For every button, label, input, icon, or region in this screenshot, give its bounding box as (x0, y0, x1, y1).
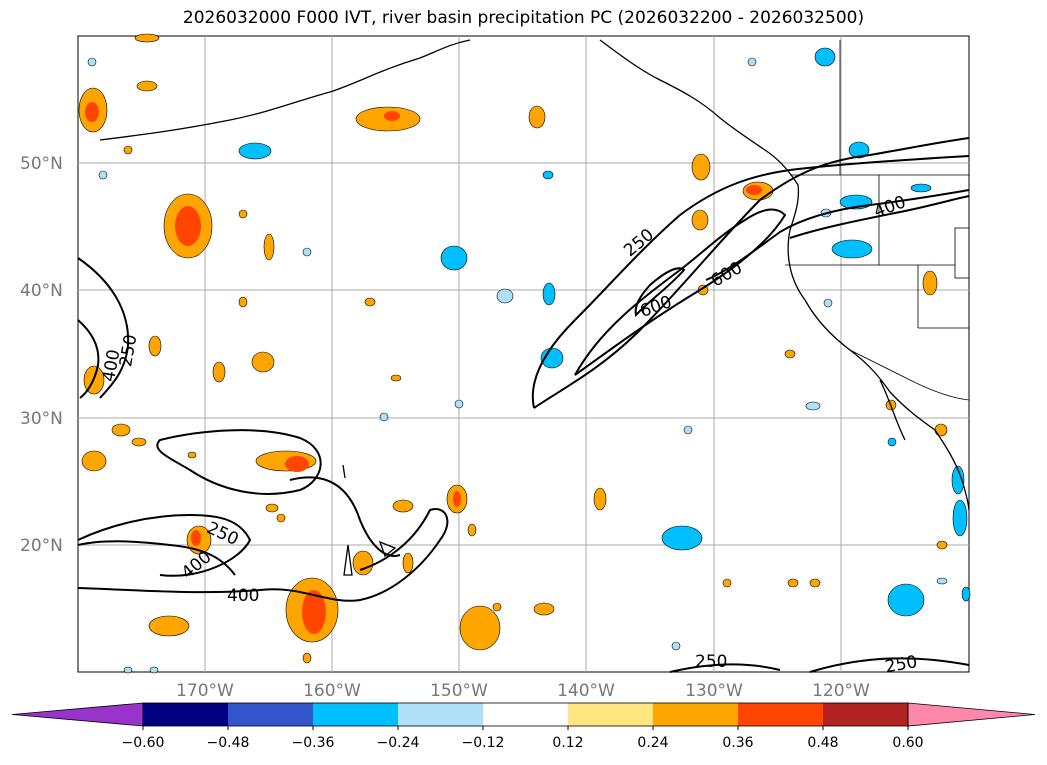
colorbar-swatch (823, 703, 908, 726)
colorbar-tick-label: 0.24 (637, 735, 668, 751)
lat-label-30n: 30°N (20, 409, 63, 429)
contour-label: 250 (883, 652, 918, 677)
contour-label: 400 (227, 586, 259, 606)
colorbar-tick-label: −0.12 (462, 735, 505, 751)
lon-label-130w: 130°W (685, 681, 743, 701)
colorbar-tick-label: 0.60 (892, 735, 923, 751)
colorbar-tick-label: 0.36 (722, 735, 753, 751)
colorbar: −0.60 −0.48 −0.36 −0.24 −0.12 0.12 0.24 0.36 0.4… (11, 702, 1036, 751)
lon-label-170w: 170°W (176, 681, 234, 701)
colorbar-swatch (228, 703, 313, 726)
colorbar-swatch (143, 703, 228, 726)
colorbar-swatch (398, 703, 483, 726)
latitude-labels: 50°N 40°N 30°N 20°N (20, 154, 63, 556)
colorbar-swatch (653, 703, 738, 726)
colorbar-tick-label: −0.48 (207, 735, 250, 751)
borders (785, 40, 970, 401)
colorbar-tick-label: −0.24 (377, 735, 420, 751)
coastlines (99, 39, 970, 576)
lat-label-40n: 40°N (20, 281, 63, 301)
lon-label-140w: 140°W (557, 681, 615, 701)
colorbar-tick-label: −0.60 (122, 735, 165, 751)
precip-positive-anomalies (78, 33, 948, 664)
lon-label-120w: 120°W (812, 681, 870, 701)
colorbar-swatch (568, 703, 653, 726)
colorbar-extend-high (907, 702, 1036, 727)
colorbar-extend-low (11, 702, 144, 727)
colorbar-tick-label: 0.48 (807, 735, 838, 751)
longitude-labels: 170°W 160°W 150°W 140°W 130°W 120°W (176, 681, 870, 701)
colorbar-swatch (483, 703, 568, 726)
map-title: 2026032000 F000 IVT, river basin precipi… (182, 8, 865, 28)
lat-label-50n: 50°N (20, 154, 63, 174)
precip-negative-anomalies (87, 47, 971, 674)
lon-label-160w: 160°W (303, 681, 361, 701)
lon-label-150w: 150°W (430, 681, 488, 701)
colorbar-swatch (738, 703, 823, 726)
contour-label: 250 (695, 652, 727, 672)
colorbar-tick-label: −0.36 (292, 735, 335, 751)
lat-label-20n: 20°N (20, 536, 63, 556)
colorbar-border (142, 702, 909, 727)
map-frame (77, 35, 970, 673)
colorbar-swatch (313, 703, 398, 726)
ivt-contours (77, 137, 970, 673)
graticule (78, 36, 969, 672)
colorbar-tick-label: 0.12 (552, 735, 583, 751)
